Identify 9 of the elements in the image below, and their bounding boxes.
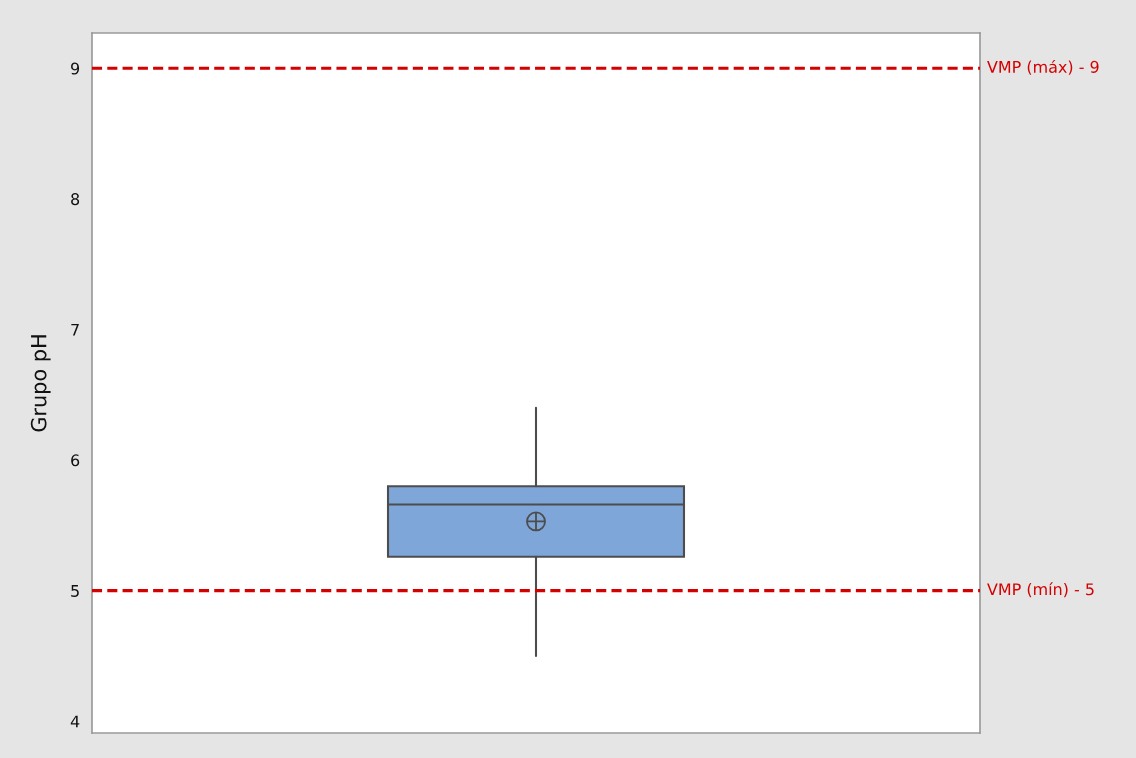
y-tick-label: 7: [71, 323, 79, 336]
y-tick-label: 6: [71, 454, 80, 467]
y-tick-label: 8: [71, 193, 80, 206]
y-axis-title: Grupo pH: [30, 335, 51, 432]
ref-line-label: VMP (máx) - 9: [987, 59, 1099, 75]
y-tick-label: 9: [71, 62, 80, 75]
ref-line-label: VMP (mín) - 5: [987, 582, 1094, 598]
y-tick-label: 5: [71, 585, 79, 597]
y-tick-label: 4: [70, 715, 80, 728]
